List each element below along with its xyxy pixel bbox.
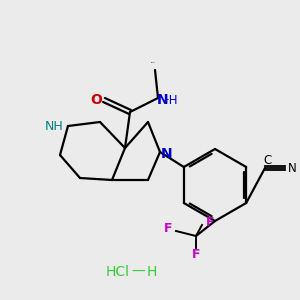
Text: F: F <box>206 215 214 229</box>
Text: ·H: ·H <box>166 94 178 106</box>
Text: F: F <box>192 248 200 262</box>
Text: N: N <box>157 93 169 107</box>
Text: N: N <box>161 147 173 161</box>
Text: H: H <box>147 265 157 279</box>
Text: F: F <box>164 221 172 235</box>
Text: HCl: HCl <box>106 265 130 279</box>
Text: NH: NH <box>45 121 63 134</box>
Text: C: C <box>263 154 271 166</box>
Text: N: N <box>288 163 296 176</box>
Text: O: O <box>90 93 102 107</box>
Text: —: — <box>131 265 145 279</box>
Text: methyl: methyl <box>151 61 155 63</box>
